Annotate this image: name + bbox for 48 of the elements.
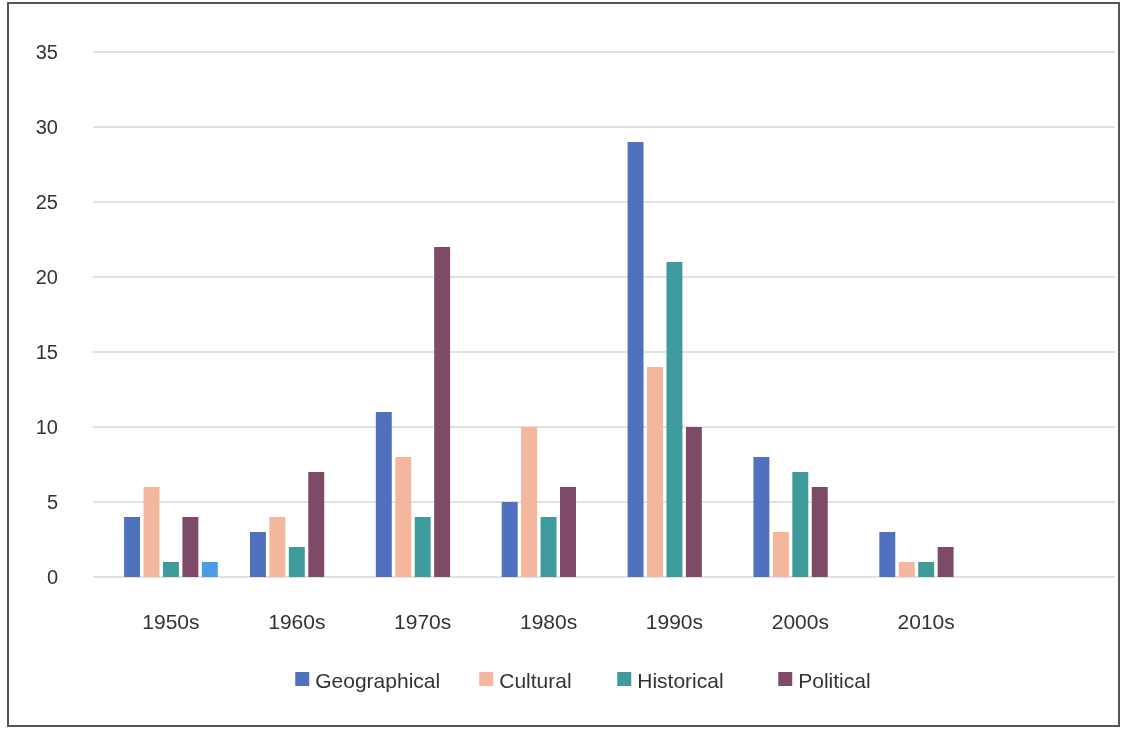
- x-tick-label: 1960s: [268, 610, 326, 633]
- bar: [288, 547, 305, 577]
- bar: [898, 562, 915, 577]
- x-tick-label: 1950s: [142, 610, 200, 633]
- x-tick-label: 2000s: [771, 610, 829, 633]
- bar: [540, 517, 557, 577]
- bar: [201, 562, 218, 577]
- x-tick-label: 1970s: [394, 610, 452, 633]
- bar: [162, 562, 179, 577]
- bar: [918, 562, 935, 577]
- bar: [124, 517, 141, 577]
- bar: [685, 427, 702, 577]
- bar: [395, 457, 412, 577]
- bar: [308, 472, 325, 577]
- bar: [521, 427, 538, 577]
- y-tick-label: 25: [35, 191, 58, 213]
- bar: [753, 457, 770, 577]
- y-tick-label: 0: [46, 566, 58, 588]
- y-tick-label: 5: [46, 491, 58, 513]
- x-tick-label: 1990s: [645, 610, 704, 633]
- bar: [182, 517, 199, 577]
- bar: [647, 367, 663, 577]
- y-tick-label: 30: [35, 116, 58, 138]
- bar: [792, 472, 809, 577]
- y-tick-label: 20: [35, 266, 58, 288]
- bar: [249, 532, 266, 577]
- bar: [269, 517, 286, 577]
- bar: [811, 487, 828, 577]
- bar: [434, 247, 451, 577]
- bar: [143, 487, 160, 577]
- bar: [879, 532, 896, 577]
- bar: [501, 502, 518, 577]
- y-tick-label: 15: [35, 341, 58, 363]
- bar: [666, 262, 683, 577]
- y-tick-label: 10: [35, 416, 58, 438]
- bar: [772, 532, 789, 577]
- bar: [627, 142, 644, 577]
- legend-label: Cultural: [499, 669, 572, 693]
- y-tick-label: 35: [35, 41, 58, 63]
- legend-label: Historical: [637, 669, 724, 693]
- x-tick-label: 2010s: [897, 610, 955, 633]
- bar: [937, 547, 954, 577]
- bar: [560, 487, 576, 577]
- x-tick-label: 1980s: [519, 610, 578, 633]
- bar: [414, 517, 431, 577]
- legend-label: Political: [798, 669, 871, 693]
- legend-label: Geographical: [315, 669, 441, 693]
- bar: [375, 412, 392, 577]
